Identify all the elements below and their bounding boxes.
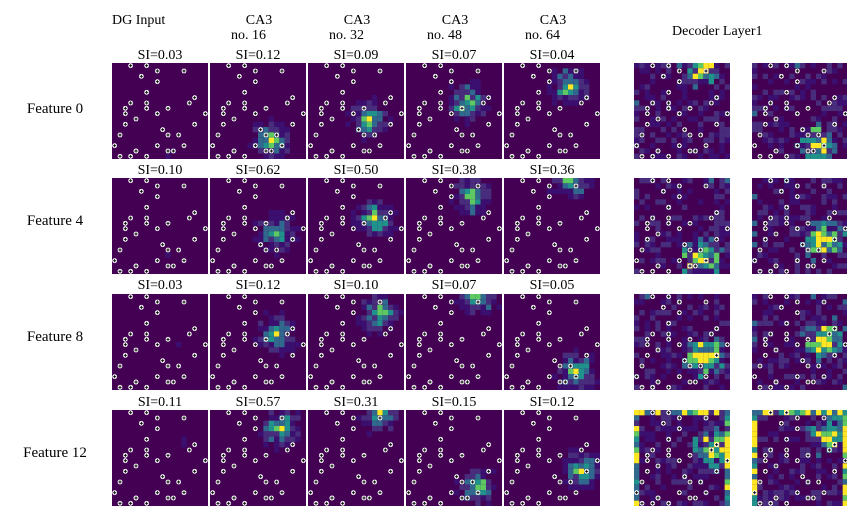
heatmap-panel: [504, 63, 600, 159]
decoder-title: Decoder Layer1: [672, 24, 763, 39]
si-label: SI=0.12: [235, 48, 281, 63]
heatmap-image: [752, 294, 847, 390]
heatmap-panel: [752, 294, 847, 390]
heatmap-image: [406, 410, 502, 506]
heatmap-image: [504, 178, 600, 274]
heatmap-panel: [308, 178, 404, 274]
si-label: SI=0.03: [137, 48, 183, 63]
heatmap-image: [112, 63, 208, 159]
heatmap-panel: [112, 294, 208, 390]
heatmap-image: [112, 294, 208, 390]
heatmap-image: [308, 294, 404, 390]
heatmap-image: [210, 178, 306, 274]
row-label-feature-12: Feature 12: [23, 445, 87, 461]
col-title-text: CA3: [245, 13, 273, 28]
heatmap-panel: [634, 294, 730, 390]
col-subtitle-text: no. 16: [231, 28, 266, 43]
si-label: SI=0.07: [431, 48, 477, 63]
heatmap-image: [634, 63, 730, 159]
heatmap-panel: [308, 294, 404, 390]
heatmap-panel: [210, 410, 306, 506]
heatmap-image: [634, 178, 730, 274]
col-subtitle-text: no. 48: [427, 28, 462, 43]
heatmap-image: [752, 63, 847, 159]
heatmap-panel: [634, 63, 730, 159]
heatmap-image: [504, 294, 600, 390]
heatmap-image: [210, 294, 306, 390]
si-label: SI=0.12: [235, 278, 281, 293]
heatmap-image: [634, 294, 730, 390]
heatmap-image: [752, 410, 847, 506]
si-label: SI=0.03: [137, 278, 183, 293]
heatmap-image: [504, 410, 600, 506]
heatmap-panel: [112, 63, 208, 159]
si-label: SI=0.57: [235, 395, 281, 410]
col-title-ca3-32: CA3 no. 32: [309, 13, 405, 43]
si-label: SI=0.38: [431, 163, 477, 178]
si-label: SI=0.15: [431, 395, 477, 410]
heatmap-panel: [308, 63, 404, 159]
si-label: SI=0.07: [431, 278, 477, 293]
heatmap-panel: [406, 410, 502, 506]
row-label-feature-8: Feature 8: [26, 329, 84, 345]
heatmap-panel: [406, 294, 502, 390]
heatmap-panel: [406, 178, 502, 274]
heatmap-panel: [634, 178, 730, 274]
heatmap-panel: [210, 178, 306, 274]
si-label: SI=0.10: [137, 163, 183, 178]
si-label: SI=0.09: [333, 48, 379, 63]
heatmap-image: [112, 178, 208, 274]
col-title-ca3-16: CA3 no. 16: [211, 13, 307, 43]
heatmap-panel: [210, 294, 306, 390]
heatmap-image: [112, 410, 208, 506]
heatmap-panel: [504, 410, 600, 506]
si-label: SI=0.36: [529, 163, 575, 178]
si-label: SI=0.04: [529, 48, 575, 63]
row-label-feature-4: Feature 4: [26, 213, 84, 229]
col-title-text: CA3: [539, 13, 567, 28]
heatmap-panel: [634, 410, 730, 506]
heatmap-panel: [504, 178, 600, 274]
col-title-text: CA3: [343, 13, 371, 28]
heatmap-image: [504, 63, 600, 159]
heatmap-image: [210, 410, 306, 506]
col-title-dg-input: DG Input: [112, 13, 208, 28]
si-label: SI=0.11: [137, 395, 183, 410]
heatmap-image: [210, 63, 306, 159]
col-subtitle-text: no. 32: [329, 28, 364, 43]
col-title-ca3-48: CA3 no. 48: [407, 13, 503, 43]
heatmap-panel: [752, 410, 847, 506]
heatmap-image: [308, 63, 404, 159]
si-label: SI=0.05: [529, 278, 575, 293]
heatmap-panel: [112, 178, 208, 274]
heatmap-panel: [210, 63, 306, 159]
col-title-text: DG Input: [112, 13, 166, 28]
si-label: SI=0.50: [333, 163, 379, 178]
si-label: SI=0.10: [333, 278, 379, 293]
heatmap-image: [406, 178, 502, 274]
heatmap-panel: [752, 178, 847, 274]
col-title-ca3-64: CA3 no. 64: [505, 13, 601, 43]
heatmap-panel: [406, 63, 502, 159]
row-label-feature-0: Feature 0: [26, 101, 84, 117]
heatmap-image: [752, 178, 847, 274]
col-subtitle-text: no. 64: [525, 28, 560, 43]
heatmap-panel: [504, 294, 600, 390]
col-title-text: CA3: [441, 13, 469, 28]
heatmap-image: [406, 294, 502, 390]
heatmap-panel: [112, 410, 208, 506]
heatmap-image: [634, 410, 730, 506]
heatmap-panel: [308, 410, 404, 506]
heatmap-image: [308, 178, 404, 274]
si-label: SI=0.12: [529, 395, 575, 410]
heatmap-panel: [752, 63, 847, 159]
si-label: SI=0.62: [235, 163, 281, 178]
heatmap-image: [308, 410, 404, 506]
heatmap-image: [406, 63, 502, 159]
si-label: SI=0.31: [333, 395, 379, 410]
